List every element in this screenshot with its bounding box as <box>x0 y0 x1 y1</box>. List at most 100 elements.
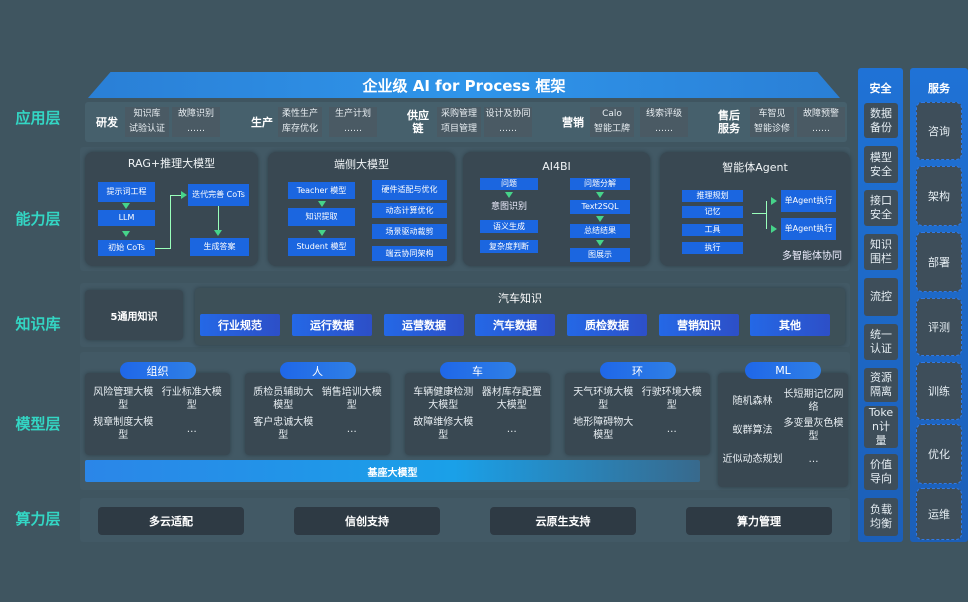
security-item: 价值导向 <box>864 454 898 490</box>
model-item: 故障维修大模型 <box>413 417 474 441</box>
app-item: 知识库 <box>125 107 169 122</box>
app-item: …… <box>797 122 845 137</box>
app-item: 线索评级 <box>640 107 688 122</box>
auto-knowledge-title: 汽车知识 <box>498 292 542 305</box>
tools-box: 工具 <box>682 224 743 236</box>
service-item: 训练 <box>916 362 962 420</box>
app-item: …… <box>640 122 688 137</box>
connector-line <box>766 201 767 229</box>
app-item: 试验认证 <box>125 122 169 137</box>
model-item: 规章制度大模型 <box>93 417 154 441</box>
service-item: 咨询 <box>916 102 962 160</box>
rag-prompt-box: 提示词工程 <box>98 182 155 202</box>
service-item: 运维 <box>916 488 962 540</box>
app-item: 故障识别 <box>172 107 220 122</box>
security-item: Token计量 <box>864 406 898 448</box>
single-agent-box: 单Agent执行 <box>781 218 836 240</box>
model-item: … <box>346 423 357 435</box>
app-group-label: 研发 <box>96 115 118 129</box>
rag-iter-cots-box: 迭代完善 CoTs <box>188 184 249 206</box>
service-item: 优化 <box>916 424 962 484</box>
arrow-down-icon <box>318 230 326 236</box>
knowledge-item: 其他 <box>750 314 830 336</box>
model-item: 行业标准大模型 <box>161 387 222 411</box>
execute-box: 执行 <box>682 242 743 254</box>
student-model-box: Student 模型 <box>288 238 355 256</box>
knowledge-item: 营销知识 <box>659 314 739 336</box>
model-group-tag: 人 <box>279 362 356 379</box>
security-item: 统一认证 <box>864 324 898 360</box>
model-item: 长短期记忆网络 <box>783 389 844 413</box>
model-item: 车辆健康检测大模型 <box>413 387 474 411</box>
agent-title: 智能体Agent <box>722 161 788 174</box>
rag-title: RAG+推理大模型 <box>127 157 216 170</box>
security-item: 模型安全 <box>864 146 898 183</box>
model-item: 行驶环境大模型 <box>641 387 702 411</box>
model-group-panel <box>245 373 390 455</box>
knowledge-item: 质检数据 <box>567 314 647 336</box>
model-item: 近似动态规划 <box>722 453 783 465</box>
service-item: 评测 <box>916 298 962 356</box>
knowledge-item: 运营数据 <box>384 314 464 336</box>
base-model-bar: 基座大模型 <box>85 460 700 482</box>
model-item: 风险管理大模型 <box>93 387 154 411</box>
rag-init-cots-box: 初始 CoTs <box>98 240 155 256</box>
model-item: 多变量灰色模型 <box>783 418 844 442</box>
layer-label-model: 模型层 <box>15 414 61 433</box>
service-item: 部署 <box>916 232 962 292</box>
ai4bi-title: AI4BI <box>542 159 571 173</box>
model-item: … <box>666 423 677 435</box>
model-item: … <box>186 423 197 435</box>
compute-item: 多云适配 <box>98 507 244 535</box>
security-item: 数据备份 <box>864 103 898 138</box>
app-group-label: 供应链 <box>407 109 429 135</box>
teacher-model-box: Teacher 模型 <box>288 182 355 199</box>
knowledge-extract-box: 知识提取 <box>288 208 355 226</box>
summary-box: 总结结果 <box>570 224 630 238</box>
layer-label-knowledge: 知识库 <box>15 314 61 333</box>
semantic-gen-box: 语义生成 <box>480 220 538 233</box>
model-group-panel <box>565 373 710 455</box>
general-knowledge-panel: 5通用知识 <box>85 290 183 340</box>
app-item: 故障预警 <box>797 107 845 122</box>
single-agent-box: 单Agent执行 <box>781 190 836 212</box>
layer-label-app: 应用层 <box>15 108 61 127</box>
model-item: 客户忠诚大模型 <box>253 417 314 441</box>
knowledge-item: 运行数据 <box>292 314 372 336</box>
intent-recognition-text: 意图识别 <box>490 202 527 212</box>
model-group-panel <box>405 373 550 455</box>
app-item: …… <box>172 122 220 137</box>
knowledge-item: 行业规范 <box>200 314 280 336</box>
app-item: …… <box>329 122 377 137</box>
connector-line <box>170 195 171 249</box>
hardware-adapt-box: 硬件适配与优化 <box>372 180 447 200</box>
arrow-down-icon <box>505 192 513 198</box>
text2sql-box: Text2SQL <box>570 200 630 214</box>
framework-title-banner: 企业级 AI for Process 框架 <box>88 72 840 98</box>
model-group-tag: ML <box>745 362 821 379</box>
model-item: 销售培训大模型 <box>321 387 382 411</box>
connector-line <box>155 248 170 249</box>
app-item: 采购管理 <box>437 107 481 122</box>
complexity-box: 复杂度判断 <box>480 240 538 253</box>
scene-prune-box: 场景驱动裁剪 <box>372 224 447 239</box>
arrow-down-icon <box>122 231 130 237</box>
arrow-right-icon <box>181 191 187 199</box>
arrow-down-icon <box>122 203 130 209</box>
arrow-down-icon <box>318 201 326 207</box>
arrow-down-icon <box>214 230 222 236</box>
services-title: 服务 <box>928 82 950 95</box>
app-item: 智能诊修 <box>750 122 794 137</box>
connector-line <box>170 195 182 196</box>
app-item: Calo <box>590 107 634 122</box>
app-item: …… <box>484 122 532 137</box>
model-item: 随机森林 <box>732 395 773 407</box>
security-item: 资源隔离 <box>864 368 898 402</box>
model-group-panel <box>718 373 848 487</box>
memory-box: 记忆 <box>682 206 743 218</box>
model-item: 器材库存配置大模型 <box>481 387 542 411</box>
dynamic-compute-box: 动态计算优化 <box>372 203 447 218</box>
app-item: 设计及协同 <box>484 107 532 122</box>
app-group-label: 营销 <box>562 115 584 129</box>
security-item: 流控 <box>864 278 898 316</box>
